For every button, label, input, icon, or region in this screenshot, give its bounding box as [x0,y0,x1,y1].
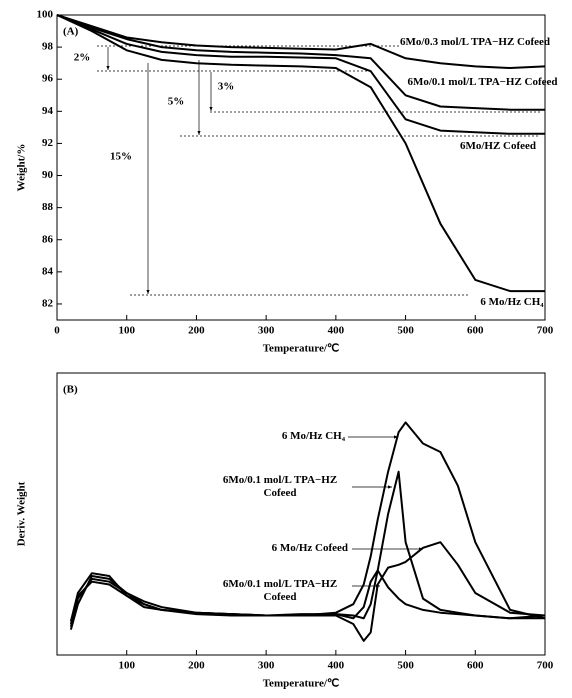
x-tick-label: 200 [188,325,205,337]
series-label: 6 Mo/Hz CH₄ [281,430,345,442]
y-tick-label: 94 [42,105,54,117]
series-label-text: 6Mo/0.3 mol/L TPA−HZ Cofeed [399,36,551,48]
series-label-text: 6 Mo/Hz CH₄ [281,430,345,442]
x-tick-label: 400 [328,325,345,337]
guides [97,45,540,588]
series-label: 6Mo/0.1 mol/L TPA−HZ Cofeed [222,578,338,603]
x-tick-label: 0 [54,325,60,337]
x-tick-label: 700 [537,325,554,337]
y-tick-label: 96 [42,73,54,85]
series-label: 6Mo/0.1 mol/L TPA−HZ Cofeed [407,76,558,88]
y-tick-label: 98 [42,41,54,53]
annotation: 2% [74,52,91,64]
series-label: 6 Mo/Hz Cofeed [271,542,348,554]
x-tick-label: 600 [467,660,484,672]
series-label-text: 6 Mo/Hz Cofeed [271,542,348,554]
y-axis-label: Deriv. Weight [16,481,28,546]
annotation: 3% [218,81,235,93]
series-label-text: 6 Mo/Hz CH₄ [480,296,544,308]
x-tick-label: 500 [397,660,414,672]
y-tick-label: 82 [42,297,54,309]
x-tick-label: 700 [537,660,554,672]
x-tick-label: 400 [328,660,345,672]
x-tick-label: 300 [258,325,275,337]
series-label-text: 6Mo/0.1 mol/L TPA−HZ Cofeed [222,578,338,603]
series-label-text: 6Mo/HZ Cofeed [459,140,537,152]
y-axis-label: Weight/% [16,144,28,192]
y-tick-label: 100 [37,9,54,21]
y-tick-label: 88 [42,201,54,213]
series-label: 6Mo/HZ Cofeed [459,140,537,152]
panel-label: (A) [63,26,79,38]
data-line [56,14,545,111]
x-tick-label: 300 [258,660,275,672]
series-label-text: 6Mo/0.1 mol/L TPA−HZ Cofeed [222,474,338,499]
y-tick-label: 90 [42,169,54,181]
plot-frame [56,372,546,656]
x-tick-label: 600 [467,325,484,337]
y-tick-label: 84 [42,265,54,277]
x-tick-label: 100 [118,325,135,337]
x-axis-label: Temperature/℃ [263,343,340,355]
panel-label: (B) [63,384,78,396]
annotation: 15% [110,151,132,163]
x-tick-label: 200 [188,660,205,672]
series-label: 6Mo/0.3 mol/L TPA−HZ Cofeed [399,36,551,48]
y-tick-label: 92 [42,137,54,149]
data-line [56,14,545,293]
x-tick-label: 100 [118,660,135,672]
data-line [69,569,545,625]
series-label: 6Mo/0.1 mol/L TPA−HZ Cofeed [222,474,338,499]
y-tick-label: 86 [42,233,54,245]
x-tick-label: 500 [397,325,414,337]
series-label: 6 Mo/Hz CH₄ [480,296,544,308]
data-line [56,14,545,135]
x-axis-label: Temperature/℃ [263,678,340,690]
data-line [56,14,546,69]
data-line [69,470,546,630]
annotation: 5% [168,96,185,108]
plot-frame [56,14,546,321]
series-label-text: 6Mo/0.1 mol/L TPA−HZ Cofeed [407,76,558,88]
